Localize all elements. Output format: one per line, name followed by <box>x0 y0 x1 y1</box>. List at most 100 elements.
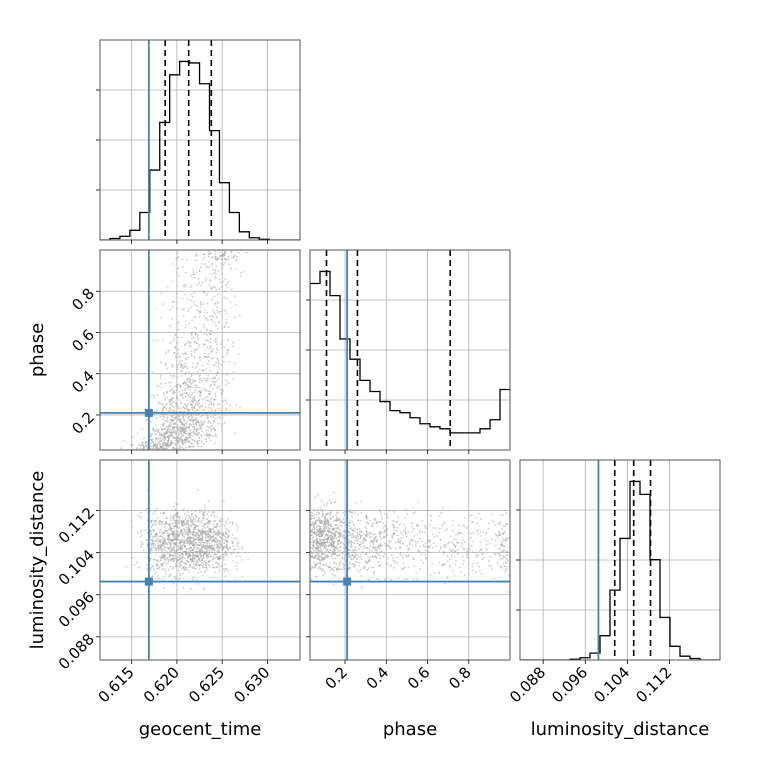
sample-point <box>155 433 158 436</box>
sample-point <box>167 523 170 526</box>
scatter-panel-luminosity_distance-vs-phase: 0.2 0.4 0.6 0.8 <box>306 459 511 693</box>
sample-point <box>348 555 351 558</box>
sample-point <box>179 394 182 396</box>
sample-point <box>182 397 185 400</box>
sample-point <box>205 523 208 526</box>
sample-point <box>204 559 207 562</box>
sample-point <box>213 520 215 523</box>
sample-point <box>396 526 399 529</box>
sample-point <box>227 349 229 352</box>
sample-point <box>146 567 149 570</box>
sample-point <box>374 519 377 522</box>
panel-content <box>310 250 510 450</box>
sample-point <box>354 546 357 549</box>
sample-point <box>175 539 178 541</box>
sample-point <box>193 558 196 561</box>
sample-point <box>320 548 323 551</box>
sample-point <box>171 509 173 512</box>
sample-point <box>216 374 218 377</box>
sample-point <box>186 387 189 390</box>
sample-point <box>327 545 330 548</box>
sample-point <box>232 551 235 554</box>
sample-point <box>181 433 184 436</box>
sample-point <box>340 520 343 522</box>
sample-point <box>160 439 163 442</box>
sample-point <box>180 401 183 404</box>
sample-point <box>174 576 177 579</box>
sample-point <box>168 401 171 404</box>
sample-point <box>194 510 197 513</box>
sample-point <box>208 250 211 253</box>
sample-point <box>498 534 501 536</box>
sample-point <box>180 546 182 549</box>
sample-point <box>218 557 221 560</box>
sample-point <box>235 404 238 407</box>
sample-point <box>216 371 219 374</box>
sample-point <box>163 558 166 560</box>
sample-point <box>311 556 313 559</box>
sample-point <box>399 531 402 534</box>
sample-point <box>500 545 503 548</box>
sample-point <box>368 532 371 535</box>
sample-point <box>342 534 345 537</box>
sample-point <box>373 533 376 536</box>
sample-point <box>141 428 144 431</box>
sample-point <box>210 273 213 276</box>
sample-point <box>178 426 181 429</box>
sample-point <box>225 383 228 386</box>
sample-point <box>185 446 187 449</box>
sample-point <box>142 549 145 552</box>
sample-point <box>150 519 153 522</box>
sample-point <box>198 568 201 571</box>
sample-point <box>176 376 179 379</box>
sample-point <box>198 556 201 559</box>
sample-point <box>172 538 175 541</box>
sample-point <box>354 535 357 537</box>
sample-point <box>331 568 334 571</box>
sample-point <box>181 557 184 560</box>
sample-point <box>182 508 185 510</box>
sample-point <box>356 558 358 560</box>
sample-point <box>411 539 414 542</box>
sample-point <box>444 582 446 585</box>
sample-point <box>175 257 178 260</box>
sample-point <box>329 566 332 569</box>
sample-point <box>219 535 221 538</box>
sample-point <box>226 286 229 289</box>
sample-point <box>193 567 196 570</box>
sample-point <box>190 413 192 416</box>
sample-point <box>190 434 193 437</box>
sample-point <box>188 427 191 430</box>
sample-point <box>157 577 160 580</box>
sample-point <box>177 352 179 355</box>
sample-point <box>406 545 409 548</box>
sample-point <box>174 417 177 420</box>
sample-point <box>340 551 343 554</box>
sample-point <box>186 533 189 536</box>
sample-point <box>220 532 223 535</box>
sample-point <box>152 537 155 540</box>
sample-point <box>208 531 211 533</box>
sample-point <box>506 554 509 556</box>
sample-point <box>152 445 155 447</box>
sample-point <box>443 522 446 524</box>
sample-point <box>497 536 500 539</box>
sample-point <box>199 394 202 397</box>
sample-point <box>312 548 314 550</box>
sample-point <box>199 309 201 312</box>
sample-point <box>323 521 326 523</box>
sample-point <box>369 531 372 534</box>
sample-point <box>349 532 352 535</box>
sample-point <box>313 531 315 534</box>
sample-point <box>331 555 334 558</box>
sample-point <box>186 258 188 261</box>
sample-point <box>166 403 169 405</box>
sample-point <box>201 397 203 400</box>
sample-point <box>172 553 175 556</box>
sample-point <box>202 324 205 327</box>
sample-point <box>215 566 218 569</box>
sample-point <box>167 381 170 384</box>
sample-point <box>207 429 210 432</box>
sample-point <box>156 563 159 566</box>
sample-point <box>203 344 206 346</box>
